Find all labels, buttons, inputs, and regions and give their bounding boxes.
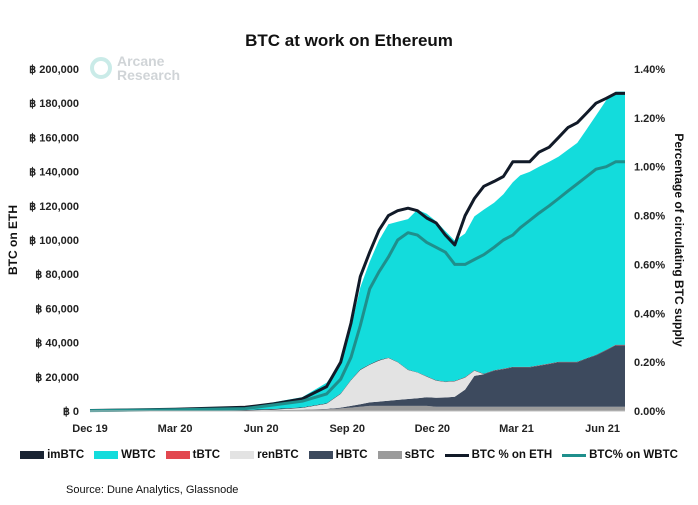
legend-label: HBTC: [335, 449, 368, 461]
y-tick-label: ฿ 40,000: [35, 338, 79, 350]
y-tick-label: ฿ 200,000: [29, 64, 79, 76]
legend-item-sbtc: sBTC: [377, 449, 435, 461]
y-tick-label: ฿ 80,000: [35, 269, 79, 281]
x-tick-label: Dec 20: [415, 423, 450, 435]
y2-tick-label: 0.60%: [634, 259, 665, 271]
y-tick-label: ฿ 20,000: [35, 372, 79, 384]
legend-swatch: [377, 451, 402, 459]
legend-label: tBTC: [192, 449, 221, 461]
legend: imBTC WBTC tBTC renBTC HBTC sBTC BTC % on ETH B…: [0, 449, 698, 461]
legend-swatch: [444, 453, 469, 457]
chart-title: BTC at work on Ethereum: [245, 31, 453, 50]
x-tick-label: Sep 20: [329, 423, 364, 435]
logo-text-line-2: Research: [117, 67, 181, 83]
legend-item-tbtc: tBTC: [165, 449, 221, 461]
y2-tick-label: 1.40%: [634, 64, 665, 76]
y-axis-ticks: ฿ 0 ฿ 20,000 ฿ 40,000 ฿ 60,000 ฿ 80,000 ฿ 100…: [29, 64, 79, 418]
stacked-areas: [90, 91, 625, 411]
line-btcpct-on-wbtc: [89, 160, 625, 413]
legend-item-hbtc: HBTC: [308, 449, 368, 461]
legend-label: sBTC: [404, 449, 435, 461]
legend-swatch: [94, 451, 119, 459]
x-tick-label: Jun 21: [585, 423, 620, 435]
y-tick-label: ฿ 0: [63, 406, 79, 418]
legend-label: renBTC: [257, 449, 299, 461]
area-hbtc: [90, 345, 625, 411]
legend-swatch: [20, 451, 45, 459]
percentage-lines: [89, 91, 625, 413]
area-renbtc: [90, 345, 625, 411]
y-tick-label: ฿ 180,000: [29, 98, 79, 110]
y-tick-label: ฿ 140,000: [29, 167, 79, 179]
legend-item-imbtc: imBTC: [20, 449, 84, 461]
y-axis-title: BTC on ETH: [6, 205, 20, 275]
y2-axis-ticks: 0.00% 0.20% 0.40% 0.60% 0.80% 1.00% 1.20% 1.40%: [634, 64, 665, 418]
y-tick-label: ฿ 160,000: [29, 132, 79, 144]
line-btc-pct-on-eth: [89, 91, 625, 412]
x-tick-label: Mar 20: [158, 423, 193, 435]
legend-swatch: [562, 453, 587, 457]
y2-tick-label: 1.20%: [634, 113, 665, 125]
y-tick-label: ฿ 120,000: [29, 201, 79, 213]
legend-swatch: [308, 451, 333, 459]
y2-axis-title: Percentage of circulating BTC supply: [672, 133, 686, 347]
legend-swatch: [230, 451, 255, 459]
legend-label: imBTC: [47, 449, 85, 461]
source-note: Source: Dune Analytics, Glassnode: [66, 484, 239, 496]
legend-item-btcpct-on-wbtc: BTC% on WBTC: [562, 449, 678, 461]
legend-swatch: [165, 451, 190, 459]
legend-label: BTC % on ETH: [471, 449, 553, 461]
y2-tick-label: 0.20%: [634, 357, 665, 369]
legend-item-renbtc: renBTC: [230, 449, 299, 461]
logo-ring-icon: [90, 57, 112, 79]
x-tick-label: Mar 21: [499, 423, 534, 435]
y2-tick-label: 0.40%: [634, 308, 665, 320]
x-tick-label: Dec 19: [72, 423, 107, 435]
arcane-research-logo: Arcane Research: [90, 54, 180, 82]
logo-text: Arcane Research: [117, 54, 180, 82]
legend-label: WBTC: [121, 449, 156, 461]
y2-tick-label: 0.00%: [634, 406, 665, 418]
legend-item-btc-pct-on-eth: BTC % on ETH: [444, 449, 553, 461]
area-wbtc: [90, 91, 625, 411]
area-sbtc: [90, 405, 625, 411]
y2-tick-label: 0.80%: [634, 211, 665, 223]
legend-item-wbtc: WBTC: [94, 449, 156, 461]
y-tick-label: ฿ 60,000: [35, 303, 79, 315]
x-axis-ticks: Dec 19 Mar 20 Jun 20 Sep 20 Dec 20 Mar 21 Jun …: [72, 423, 620, 435]
y-tick-label: ฿ 100,000: [29, 235, 79, 247]
y2-tick-label: 1.00%: [634, 162, 665, 174]
legend-label: BTC% on WBTC: [589, 449, 678, 461]
logo-text-line-1: Arcane: [117, 53, 165, 69]
x-tick-label: Jun 20: [244, 423, 279, 435]
